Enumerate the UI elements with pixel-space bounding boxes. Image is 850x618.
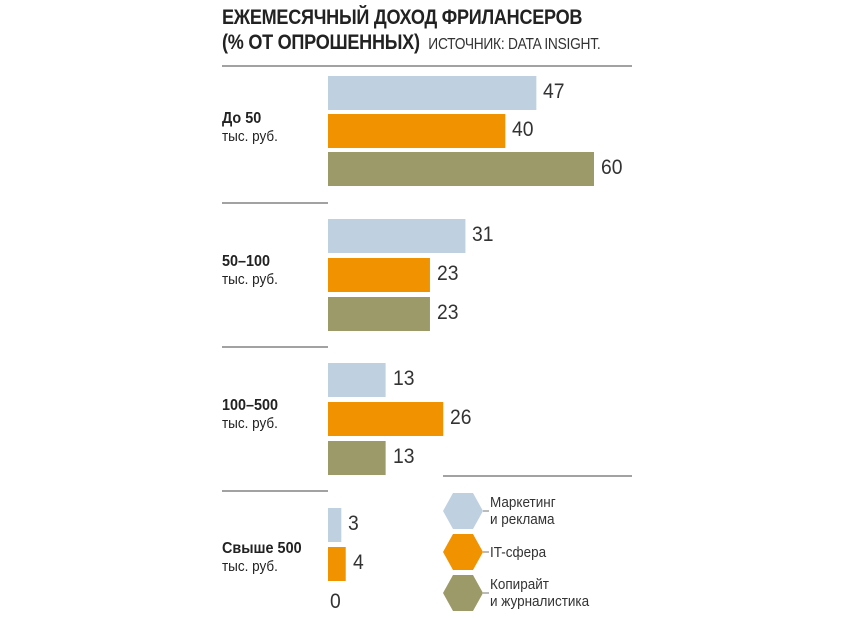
data-label: 23: [436, 262, 459, 285]
category-unit: тыс. руб.: [222, 558, 278, 575]
legend-hexagon-icon: [443, 534, 483, 570]
legend-label-line: и журналистика: [490, 593, 590, 610]
category-label: До 50 тыс. руб.: [222, 110, 278, 146]
bar: [328, 76, 537, 110]
category-name: 100–500: [222, 397, 279, 414]
data-label: 60: [601, 156, 623, 179]
category-name: Свыше 500: [222, 540, 302, 557]
data-label: 23: [436, 301, 459, 324]
data-label: 26: [450, 406, 472, 429]
bar: [328, 297, 430, 331]
legend-hexagon-icon: [443, 575, 483, 611]
data-label: 47: [543, 80, 565, 103]
bar: [328, 508, 342, 542]
data-label: 40: [512, 118, 534, 141]
bar: [328, 152, 594, 186]
category-name: До 50: [222, 110, 262, 127]
legend-label: IT-сфера: [490, 544, 546, 561]
chart-subtitle: (% ОТ ОПРОШЕННЫХ): [222, 31, 420, 54]
category-unit: тыс. руб.: [222, 415, 278, 432]
bar: [328, 363, 386, 397]
category-name: 50–100: [222, 253, 271, 270]
chart-title: ЕЖЕМЕСЯЧНЫЙ ДОХОД ФРИЛАНСЕРОВ: [222, 6, 583, 29]
legend-label: Копирайт и журналистика: [490, 576, 589, 610]
category-unit: тыс. руб.: [222, 271, 278, 288]
data-label: 13: [392, 445, 415, 468]
legend-hexagon-icon: [443, 493, 483, 529]
data-label: 31: [472, 223, 494, 246]
legend-label: Маркетинг и реклама: [490, 494, 556, 528]
bar: [328, 258, 430, 292]
bar: [328, 402, 444, 436]
bar: [328, 219, 466, 253]
data-label: 4: [352, 551, 364, 574]
category-unit: тыс. руб.: [222, 128, 278, 145]
bar: [328, 114, 506, 148]
bar: [328, 547, 346, 581]
data-label: 3: [348, 512, 360, 535]
chart-subtitle-line: (% ОТ ОПРОШЕННЫХ) ИСТОЧНИК: DATA INSIGHT.: [222, 31, 601, 55]
category-label: 100–500 тыс. руб.: [222, 397, 278, 433]
legend-label-line: и реклама: [490, 511, 555, 528]
bar: [328, 441, 386, 475]
category-label: 50–100 тыс. руб.: [222, 253, 278, 289]
chart-source: ИСТОЧНИК: DATA INSIGHT.: [428, 36, 601, 53]
data-label: 0: [330, 590, 341, 613]
category-label: Свыше 500 тыс. руб.: [222, 540, 302, 576]
legend-label-line: Маркетинг: [490, 494, 556, 511]
legend-label-line: Копирайт: [490, 576, 549, 593]
data-label: 13: [392, 367, 415, 390]
legend-label-line: IT-сфера: [490, 543, 547, 561]
